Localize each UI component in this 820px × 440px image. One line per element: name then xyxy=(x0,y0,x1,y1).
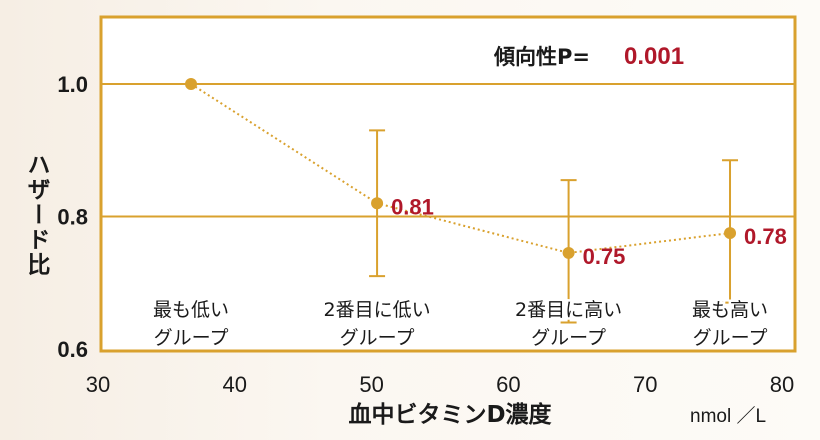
data-label-2: 0.75 xyxy=(583,244,626,269)
data-point-3 xyxy=(724,227,737,240)
category-label-2-1: グループ xyxy=(531,327,606,349)
category-label-1-0: 2番目に低い xyxy=(324,299,431,321)
x-axis-label: 血中ビタミンD濃度 xyxy=(348,401,552,428)
x-tick-label: 80 xyxy=(770,372,794,397)
data-point-0 xyxy=(185,78,198,90)
y-tick-labels: 1.0 0.8 0.6 xyxy=(57,72,88,362)
series-line-group: 0.81 0.75 0.78 xyxy=(185,78,787,324)
data-point-1 xyxy=(371,197,384,210)
data-label-3: 0.78 xyxy=(744,224,787,249)
x-tick-label: 30 xyxy=(86,372,110,397)
trend-p-value: 0.001 xyxy=(624,43,684,70)
x-tick-label: 60 xyxy=(496,372,520,397)
data-label-1: 0.81 xyxy=(391,194,434,219)
plot-frame xyxy=(99,15,797,353)
data-point-2 xyxy=(562,246,575,259)
y-tick-label: 0.8 xyxy=(57,205,88,230)
x-tick-labels: 30 40 50 60 70 80 xyxy=(86,372,794,397)
category-label-3-0: 最も高い xyxy=(692,299,768,321)
gridlines xyxy=(101,83,795,218)
y-tick-label: 0.6 xyxy=(57,337,88,362)
category-label-0-1: グループ xyxy=(154,327,229,349)
y-axis-label: ハザード比 xyxy=(23,153,50,278)
category-label-3-1: グループ xyxy=(693,327,768,349)
x-tick-label: 40 xyxy=(223,372,247,397)
y-tick-label: 1.0 xyxy=(57,72,88,97)
trend-line xyxy=(190,83,731,254)
category-label-2-0: 2番目に高い xyxy=(515,299,622,321)
x-tick-label: 70 xyxy=(633,372,657,397)
x-tick-label: 50 xyxy=(359,372,383,397)
x-axis-unit: nmol ／L xyxy=(690,405,766,427)
category-label-0-0: 最も低い xyxy=(153,299,229,321)
trend-p-label: 傾向性P= xyxy=(493,45,590,69)
category-label-1-1: グループ xyxy=(340,327,415,349)
